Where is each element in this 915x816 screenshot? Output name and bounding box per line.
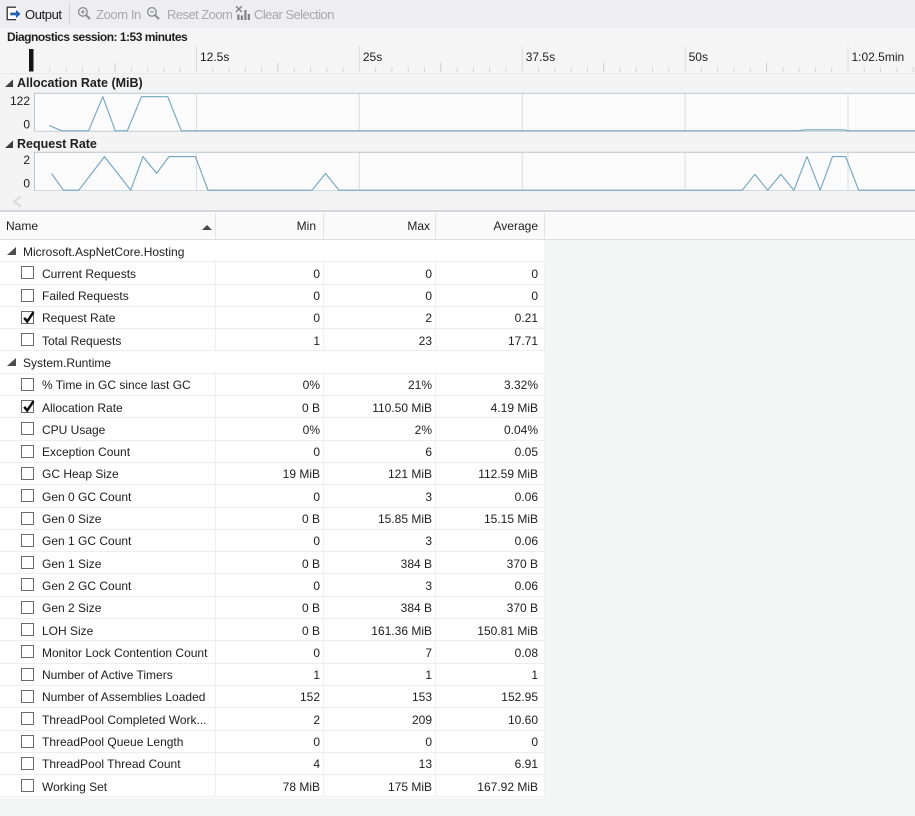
- svg-text:2: 2: [23, 153, 30, 167]
- svg-text:50s: 50s: [689, 50, 708, 64]
- svg-text:0: 0: [23, 177, 30, 191]
- svg-text:1:02.5min: 1:02.5min: [851, 50, 904, 64]
- svg-text:122: 122: [10, 94, 30, 108]
- svg-text:0: 0: [23, 118, 30, 132]
- svg-text:25s: 25s: [363, 50, 382, 64]
- svg-text:12.5s: 12.5s: [200, 50, 229, 64]
- svg-text:37.5s: 37.5s: [526, 50, 555, 64]
